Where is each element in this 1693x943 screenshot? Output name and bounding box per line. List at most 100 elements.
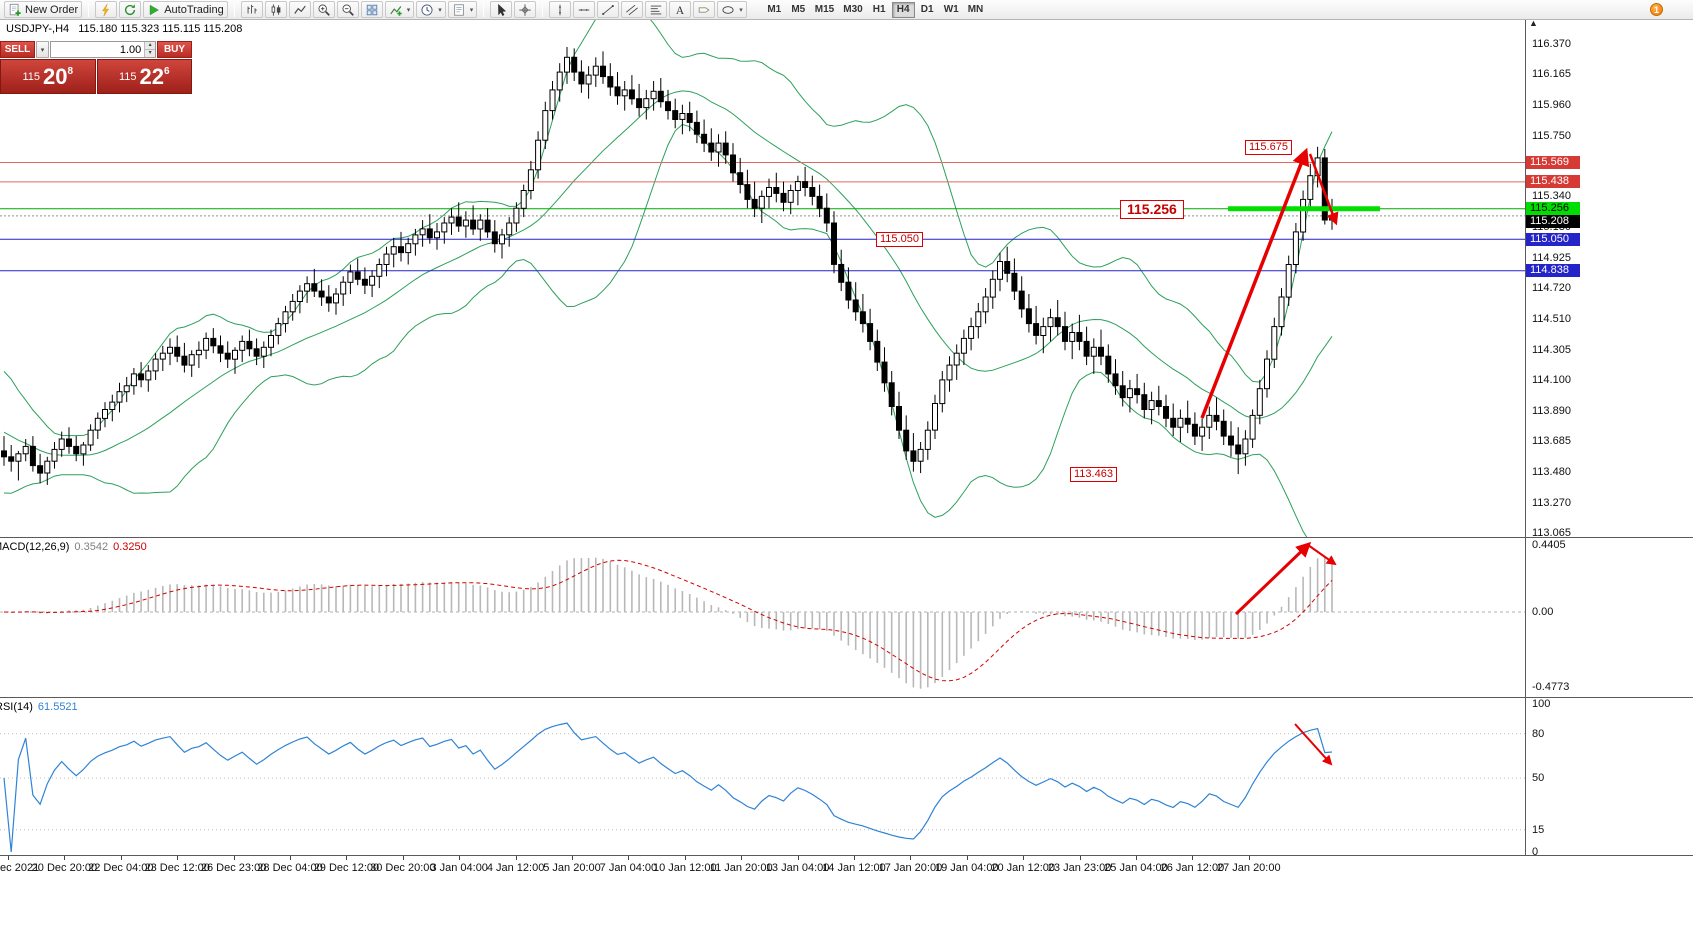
fibonacci-button[interactable] bbox=[645, 1, 668, 18]
trendline-icon bbox=[601, 3, 615, 17]
date-label: 20 Jan 12:00 bbox=[991, 862, 1055, 874]
price-tick: 113.480 bbox=[1532, 465, 1571, 478]
trade-widget-controls: SELL ▾ ▴ ▾ BUY bbox=[0, 41, 192, 58]
new-order-label: New Order bbox=[25, 3, 79, 16]
sell-price-sup: 8 bbox=[67, 66, 74, 77]
trade-widget-prices: 115 20 8 115 22 6 bbox=[0, 59, 192, 94]
zoom-out-button[interactable] bbox=[336, 1, 359, 18]
macd-value-main: 0.3542 bbox=[74, 541, 109, 553]
shapes-button[interactable]: ▾ bbox=[717, 1, 747, 18]
lightning-button[interactable] bbox=[95, 1, 118, 18]
price-level-box: 114.838 bbox=[1526, 264, 1580, 278]
volume-input[interactable] bbox=[51, 42, 145, 57]
price-tick: 114.305 bbox=[1532, 343, 1571, 356]
zoom-in-icon bbox=[317, 3, 331, 17]
time-tick bbox=[910, 856, 912, 860]
timeframe-d1-button[interactable]: D1 bbox=[916, 2, 939, 18]
periods-button[interactable]: ▾ bbox=[416, 1, 446, 18]
macd-plot[interactable] bbox=[0, 538, 1525, 697]
sell-price-button[interactable]: 115 20 8 bbox=[0, 59, 96, 94]
price-scale[interactable]: 116.370116.165115.960115.750115.340115.1… bbox=[1525, 20, 1693, 537]
text-button[interactable]: A bbox=[669, 1, 692, 18]
rsi-axis-label: 0 bbox=[1532, 846, 1539, 855]
timeframe-m30-button[interactable]: M30 bbox=[839, 2, 866, 18]
horizontal-line-icon bbox=[577, 3, 591, 17]
crosshair-icon bbox=[518, 3, 532, 17]
time-tick bbox=[1023, 856, 1025, 860]
price-annotation[interactable]: 115.050 bbox=[876, 232, 923, 247]
symbol-period: USDJPY-,H4 bbox=[6, 23, 70, 35]
price-tick: 115.750 bbox=[1532, 129, 1571, 142]
time-tick bbox=[628, 856, 630, 860]
horizontal-line-button[interactable] bbox=[573, 1, 596, 18]
candlestick-button[interactable] bbox=[264, 1, 287, 18]
timeframe-w1-button[interactable]: W1 bbox=[940, 2, 963, 18]
date-label: 23 Jan 23:00 bbox=[1047, 862, 1112, 874]
buy-button[interactable]: BUY bbox=[157, 41, 192, 58]
label-button[interactable] bbox=[693, 1, 716, 18]
rsi-scale[interactable]: 100 80 50 15 0 bbox=[1525, 698, 1693, 855]
rsi-arrows bbox=[1294, 723, 1333, 766]
channel-icon bbox=[625, 3, 639, 17]
one-click-trading-widget: SELL ▾ ▴ ▾ BUY 115 20 8 bbox=[0, 41, 192, 94]
new-order-icon bbox=[8, 3, 22, 17]
price-annotation[interactable]: 115.256 bbox=[1120, 200, 1184, 219]
periods-icon bbox=[420, 3, 434, 17]
timeframe-m15-button[interactable]: M15 bbox=[811, 2, 838, 18]
buy-price-button[interactable]: 115 22 6 bbox=[96, 59, 192, 94]
volume-down-button[interactable]: ▾ bbox=[144, 49, 155, 57]
sell-price-big: 20 bbox=[43, 63, 68, 89]
autotrading-button[interactable]: AutoTrading bbox=[143, 1, 228, 18]
trendline-button[interactable] bbox=[597, 1, 620, 18]
candles-layer bbox=[1, 47, 1335, 485]
rsi-panel[interactable]: RSI(14) 61.5521 100 80 50 15 0 bbox=[0, 697, 1693, 855]
sell-button[interactable]: SELL bbox=[0, 41, 35, 58]
macd-scale[interactable]: 0.4405 0.00 -0.4773 bbox=[1525, 538, 1693, 697]
time-tick bbox=[346, 856, 348, 860]
timeframe-h4-button[interactable]: H4 bbox=[891, 1, 915, 18]
volume-up-button[interactable]: ▴ bbox=[144, 42, 155, 49]
date-label: 13 Jan 04:00 bbox=[765, 862, 830, 874]
line-chart-button[interactable] bbox=[288, 1, 311, 18]
indicators-button[interactable]: ▾ bbox=[384, 1, 415, 18]
order-options-dropdown[interactable]: ▾ bbox=[36, 41, 49, 58]
price-tick: 115.340 bbox=[1532, 190, 1571, 203]
time-tick bbox=[741, 856, 743, 860]
toolbar: New Order AutoTrading ▾ ▾ ▾ A ▾ M1 M5 M15 M30 H1 H4… bbox=[0, 0, 1693, 20]
zoom-in-button[interactable] bbox=[312, 1, 335, 18]
rsi-axis-label: 100 bbox=[1532, 698, 1551, 710]
new-order-button[interactable]: New Order bbox=[4, 1, 83, 18]
tile-windows-button[interactable] bbox=[360, 1, 383, 18]
price-tick: 114.925 bbox=[1532, 251, 1571, 264]
cursor-button[interactable] bbox=[490, 1, 513, 18]
timeframe-mn-button[interactable]: MN bbox=[964, 2, 988, 18]
chart-shift-marker[interactable]: ▲ bbox=[1529, 20, 1538, 28]
crosshair-button[interactable] bbox=[514, 1, 537, 18]
rsi-label: RSI(14) 61.5521 bbox=[0, 701, 78, 713]
time-tick bbox=[402, 856, 404, 860]
channel-button[interactable] bbox=[621, 1, 644, 18]
date-label: 17 Dec 2021 bbox=[0, 862, 40, 874]
rsi-plot[interactable] bbox=[0, 698, 1525, 855]
macd-panel[interactable]: MACD(12,26,9) 0.3542 0.3250 0.4405 0.00 -0.4… bbox=[0, 537, 1693, 697]
vertical-line-button[interactable] bbox=[549, 1, 572, 18]
templates-button[interactable]: ▾ bbox=[447, 1, 478, 18]
price-chart-plot[interactable] bbox=[0, 20, 1525, 537]
price-annotation[interactable]: 115.675 bbox=[1245, 140, 1292, 155]
main-chart-panel[interactable]: USDJPY-,H4 115.180 115.323 115.115 115.2… bbox=[0, 20, 1693, 537]
price-level-box: 115.050 bbox=[1526, 232, 1580, 246]
timeframe-m1-button[interactable]: M1 bbox=[763, 2, 786, 18]
refresh-button[interactable] bbox=[119, 1, 142, 18]
timeframe-h1-button[interactable]: H1 bbox=[868, 2, 891, 18]
price-level-box: 115.569 bbox=[1526, 156, 1580, 169]
timeframe-m5-button[interactable]: M5 bbox=[787, 2, 810, 18]
price-tick: 116.370 bbox=[1532, 38, 1571, 50]
time-tick bbox=[1136, 856, 1137, 860]
rsi-level-lines bbox=[0, 733, 1525, 831]
price-annotation[interactable]: 113.463 bbox=[1070, 467, 1117, 482]
buy-price-big: 22 bbox=[139, 63, 164, 89]
notification-badge[interactable]: 1 bbox=[1650, 3, 1663, 16]
bar-chart-button[interactable] bbox=[240, 1, 263, 18]
